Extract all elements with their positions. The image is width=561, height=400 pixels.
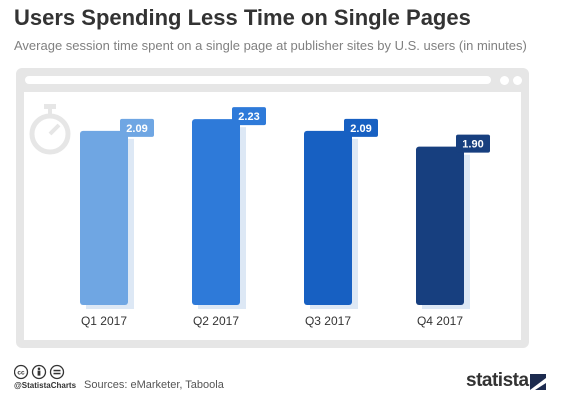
category-label: Q4 2017	[417, 314, 463, 328]
statista-logo[interactable]: statista	[466, 370, 529, 391]
category-label: Q1 2017	[81, 314, 127, 328]
browser-address-bar	[25, 76, 491, 84]
bar	[192, 119, 240, 306]
category-label: Q2 2017	[193, 314, 239, 328]
category-label: Q3 2017	[305, 314, 351, 328]
data-label: 1.90	[462, 139, 483, 151]
browser-dot	[513, 76, 522, 85]
statista-logo-mark	[530, 374, 546, 390]
bar	[80, 130, 128, 305]
attribution-icon	[31, 364, 47, 380]
data-label: 2.09	[126, 123, 147, 135]
data-label-box	[120, 118, 154, 137]
data-label: 2.09	[350, 123, 371, 135]
bar	[304, 130, 352, 305]
chart-title: Users Spending Less Time on Single Pages	[14, 5, 471, 30]
creative-commons-icon: cc	[14, 364, 29, 380]
license-icons: cc	[14, 364, 65, 380]
no-derivatives-icon	[49, 364, 65, 380]
svg-text:cc: cc	[17, 370, 25, 377]
statista-handle: @StatistaCharts	[14, 381, 77, 390]
data-label-box	[232, 107, 266, 126]
bar	[416, 146, 464, 305]
data-label-box	[456, 134, 490, 153]
stopwatch-icon	[29, 104, 71, 155]
browser-dot	[500, 76, 509, 85]
data-label-box	[344, 118, 378, 137]
data-label: 2.23	[238, 111, 259, 123]
sources-text: Sources: eMarketer, Taboola	[84, 379, 224, 391]
chart-subtitle: Average session time spent on a single p…	[14, 38, 527, 53]
